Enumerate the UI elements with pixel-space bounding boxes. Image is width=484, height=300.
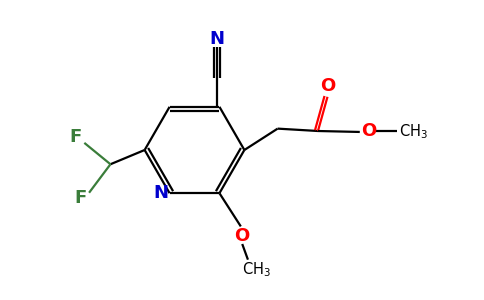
Text: N: N bbox=[210, 30, 225, 48]
Text: O: O bbox=[235, 227, 250, 245]
Text: O: O bbox=[320, 77, 335, 95]
Text: F: F bbox=[75, 189, 87, 207]
Text: F: F bbox=[70, 128, 82, 146]
Text: O: O bbox=[361, 122, 377, 140]
Text: N: N bbox=[153, 184, 168, 202]
Text: CH$_3$: CH$_3$ bbox=[242, 260, 271, 278]
Text: CH$_3$: CH$_3$ bbox=[399, 122, 428, 141]
